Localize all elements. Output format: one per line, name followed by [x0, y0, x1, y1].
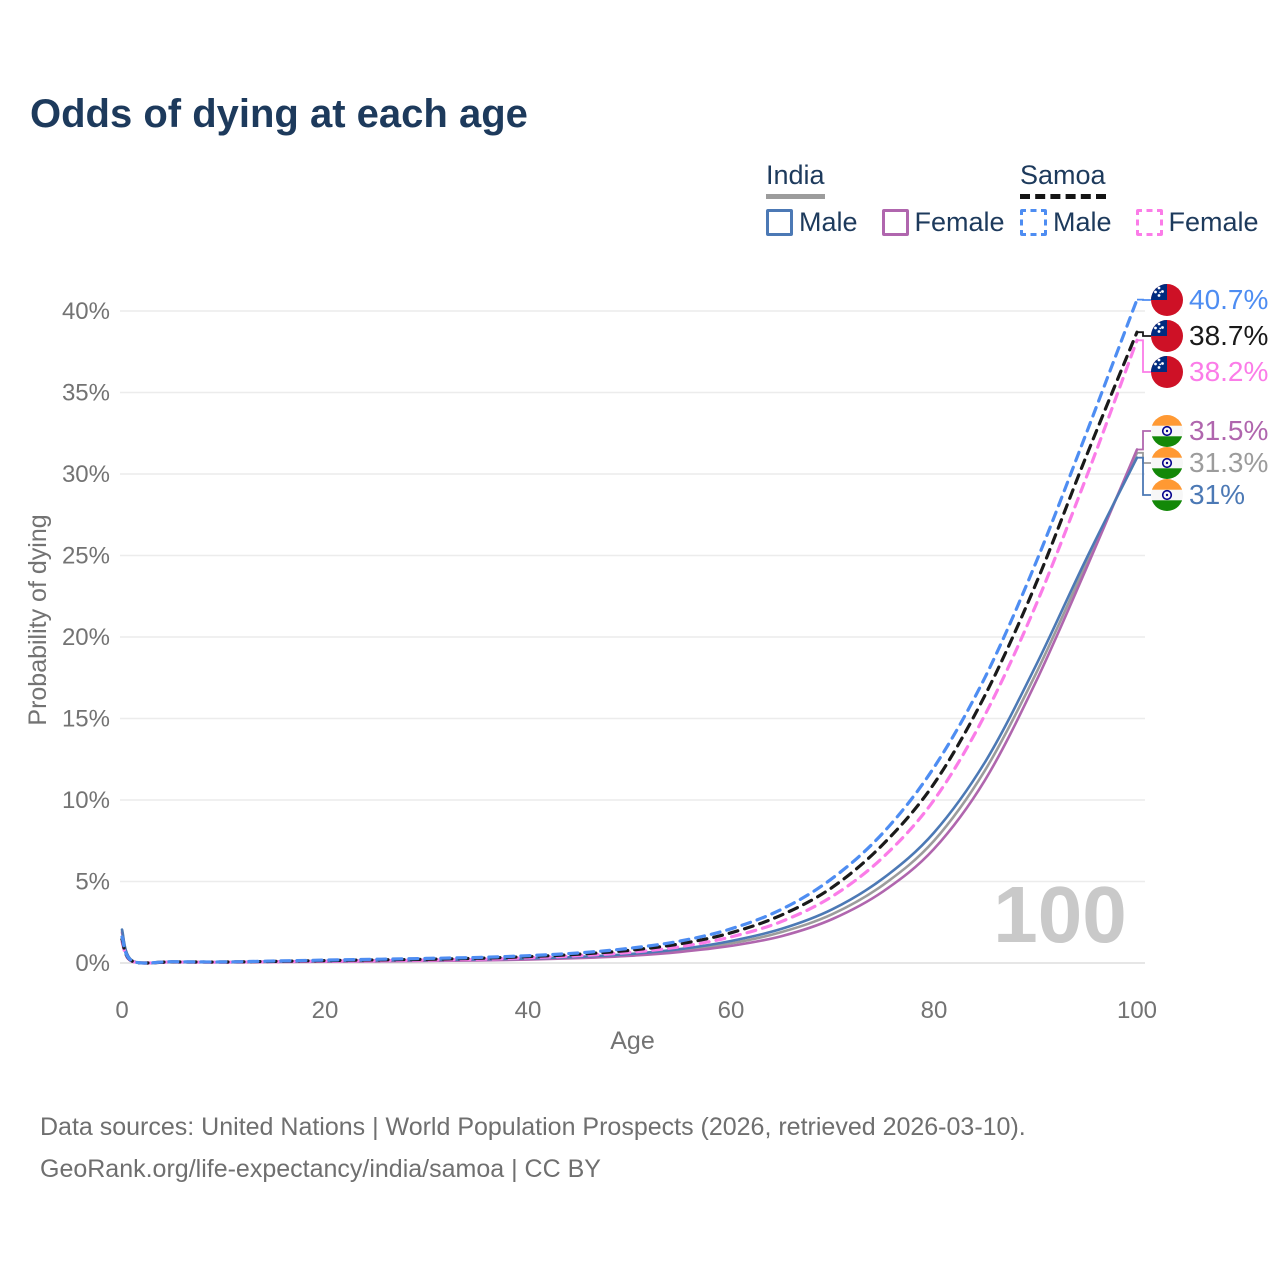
- legend-item-label: Female: [1168, 207, 1259, 237]
- y-tick-label: 5%: [75, 869, 110, 896]
- legend-item-india-male[interactable]: Male: [766, 207, 858, 238]
- line-samoa-male[interactable]: [120, 298, 1139, 965]
- line-samoa-both[interactable]: [120, 330, 1139, 965]
- end-value-label-india-male: 31%: [1189, 479, 1245, 510]
- x-tick-label: 20: [312, 997, 339, 1024]
- india-flag-icon: [1151, 447, 1183, 479]
- end-value-label-india-female: 31.5%: [1189, 415, 1268, 446]
- end-label-connector: [1137, 456, 1151, 496]
- legend-item-label: Male: [1053, 207, 1112, 237]
- line-samoa-female[interactable]: [120, 338, 1139, 965]
- end-value-label-samoa-male: 40.7%: [1189, 284, 1268, 315]
- y-tick-label: 15%: [62, 706, 110, 733]
- line-india-male[interactable]: [120, 456, 1139, 965]
- legend-item-label: Male: [799, 207, 858, 237]
- x-tick-label: 40: [515, 997, 542, 1024]
- legend-india-label[interactable]: India: [766, 160, 825, 199]
- legend-item-india-female[interactable]: Female: [881, 207, 1005, 238]
- end-value-label-india-both: 31.3%: [1189, 447, 1268, 478]
- samoa-male-swatch-icon: [1020, 209, 1047, 236]
- end-value-label-samoa-female: 38.2%: [1189, 356, 1268, 387]
- y-tick-label: 0%: [75, 950, 110, 977]
- legend-samoa-label[interactable]: Samoa: [1020, 160, 1106, 199]
- footer: Data sources: United Nations | World Pop…: [40, 1106, 1026, 1190]
- india-flag-icon: [1151, 415, 1183, 447]
- y-tick-label: 30%: [62, 461, 110, 488]
- legend: India Male Female Samoa Male Female: [0, 160, 1280, 240]
- x-tick-label: 60: [718, 997, 745, 1024]
- end-label-connector: [1137, 331, 1151, 337]
- data-source-text: Data sources: United Nations | World Pop…: [40, 1113, 1026, 1141]
- legend-group-india: India Male Female: [766, 160, 1029, 238]
- x-axis-title: Age: [610, 1027, 654, 1055]
- legend-item-label: Female: [914, 207, 1005, 237]
- age-watermark: 100: [993, 870, 1126, 959]
- y-tick-label: 40%: [62, 298, 110, 325]
- samoa-flag-icon: [1151, 356, 1183, 388]
- india-male-swatch-icon: [766, 209, 793, 236]
- x-tick-label: 0: [115, 997, 128, 1024]
- samoa-flag-icon: [1151, 320, 1183, 352]
- legend-group-samoa: Samoa Male Female: [1020, 160, 1280, 238]
- line-india-both[interactable]: [120, 451, 1139, 965]
- x-tick-label: 80: [921, 997, 948, 1024]
- y-tick-label: 20%: [62, 624, 110, 651]
- end-label-connector: [1137, 339, 1151, 373]
- end-label-connector: [1137, 430, 1151, 451]
- legend-item-samoa-female[interactable]: Female: [1135, 207, 1259, 238]
- end-value-label-samoa-both: 38.7%: [1189, 320, 1268, 351]
- page-title: Odds of dying at each age: [30, 92, 528, 136]
- samoa-flag-icon: [1151, 284, 1183, 316]
- samoa-female-swatch-icon: [1135, 209, 1163, 236]
- x-tick-label: 100: [1117, 997, 1157, 1024]
- y-tick-label: 10%: [62, 787, 110, 814]
- india-female-swatch-icon: [881, 209, 909, 236]
- line-india-female[interactable]: [120, 448, 1139, 965]
- legend-item-samoa-male[interactable]: Male: [1020, 207, 1112, 238]
- india-flag-icon: [1151, 479, 1183, 511]
- y-axis-title: Probability of dying: [24, 514, 52, 725]
- y-tick-label: 25%: [62, 543, 110, 570]
- y-tick-label: 35%: [62, 380, 110, 407]
- attribution-text: GeoRank.org/life-expectancy/india/samoa …: [40, 1155, 601, 1183]
